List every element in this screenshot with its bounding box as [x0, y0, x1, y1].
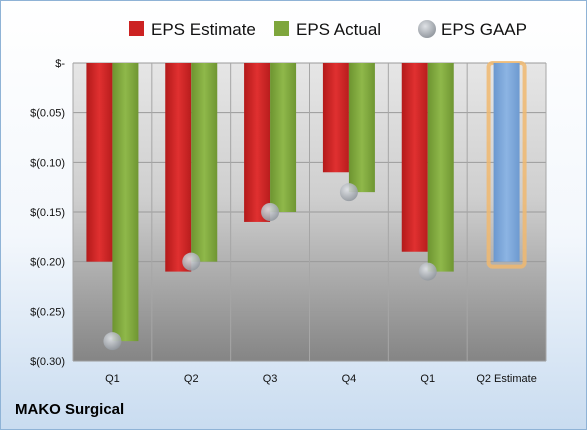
x-category-label: Q2 [184, 373, 199, 385]
bar-eps-estimate [86, 63, 113, 262]
gridlines [72, 62, 547, 362]
legend-swatch [274, 21, 289, 36]
bar-eps-actual [270, 63, 297, 212]
x-category-label: Q2 Estimate [476, 373, 537, 385]
marker-eps-gaap [182, 252, 201, 271]
x-category-label: Q4 [342, 373, 357, 385]
legend-swatch-eps-gaap [418, 20, 436, 38]
bar-eps-estimate [244, 63, 271, 222]
legend-label: EPS GAAP [441, 20, 527, 39]
y-tick-label: $(0.30) [30, 356, 65, 368]
y-tick-label: $(0.20) [30, 257, 65, 269]
legend-label: EPS Estimate [151, 20, 256, 39]
bar-eps-estimate [322, 63, 349, 173]
y-tick-label: $(0.05) [30, 108, 65, 120]
bar-eps-actual [191, 63, 218, 262]
marker-eps-gaap [103, 332, 122, 351]
x-category-label: Q1 [105, 373, 120, 385]
bar-eps-estimate [401, 63, 428, 252]
marker-eps-gaap [261, 203, 280, 221]
y-tick-label: $- [55, 58, 65, 70]
marker-eps-gaap [339, 183, 358, 202]
bar-eps-estimate [165, 63, 192, 272]
y-tick-label: $(0.15) [30, 207, 65, 219]
bar-eps-actual [348, 63, 375, 193]
y-tick-label: $(0.10) [30, 157, 65, 169]
y-tick-label: $(0.25) [30, 306, 65, 318]
y-axis: $- $(0.05) $(0.10) $(0.15) $(0.20) $(0.25) $(0… [30, 58, 65, 368]
legend: EPS Estimate EPS Actual EPS GAAP [129, 20, 527, 39]
x-category-label: Q3 [263, 373, 278, 385]
bar-q2-estimate [493, 63, 520, 262]
legend-swatch [129, 21, 144, 36]
x-category-label: Q1 [420, 373, 435, 385]
gaap-markers [103, 183, 437, 351]
marker-eps-gaap [418, 262, 437, 281]
bars [86, 61, 527, 342]
x-axis: Q1 Q2 Q3 Q4 Q1 Q2 Estimate [105, 373, 537, 385]
company-name: MAKO Surgical [15, 401, 125, 418]
bar-eps-actual [112, 63, 139, 342]
bar-eps-actual [427, 63, 454, 272]
legend-label: EPS Actual [296, 20, 381, 39]
